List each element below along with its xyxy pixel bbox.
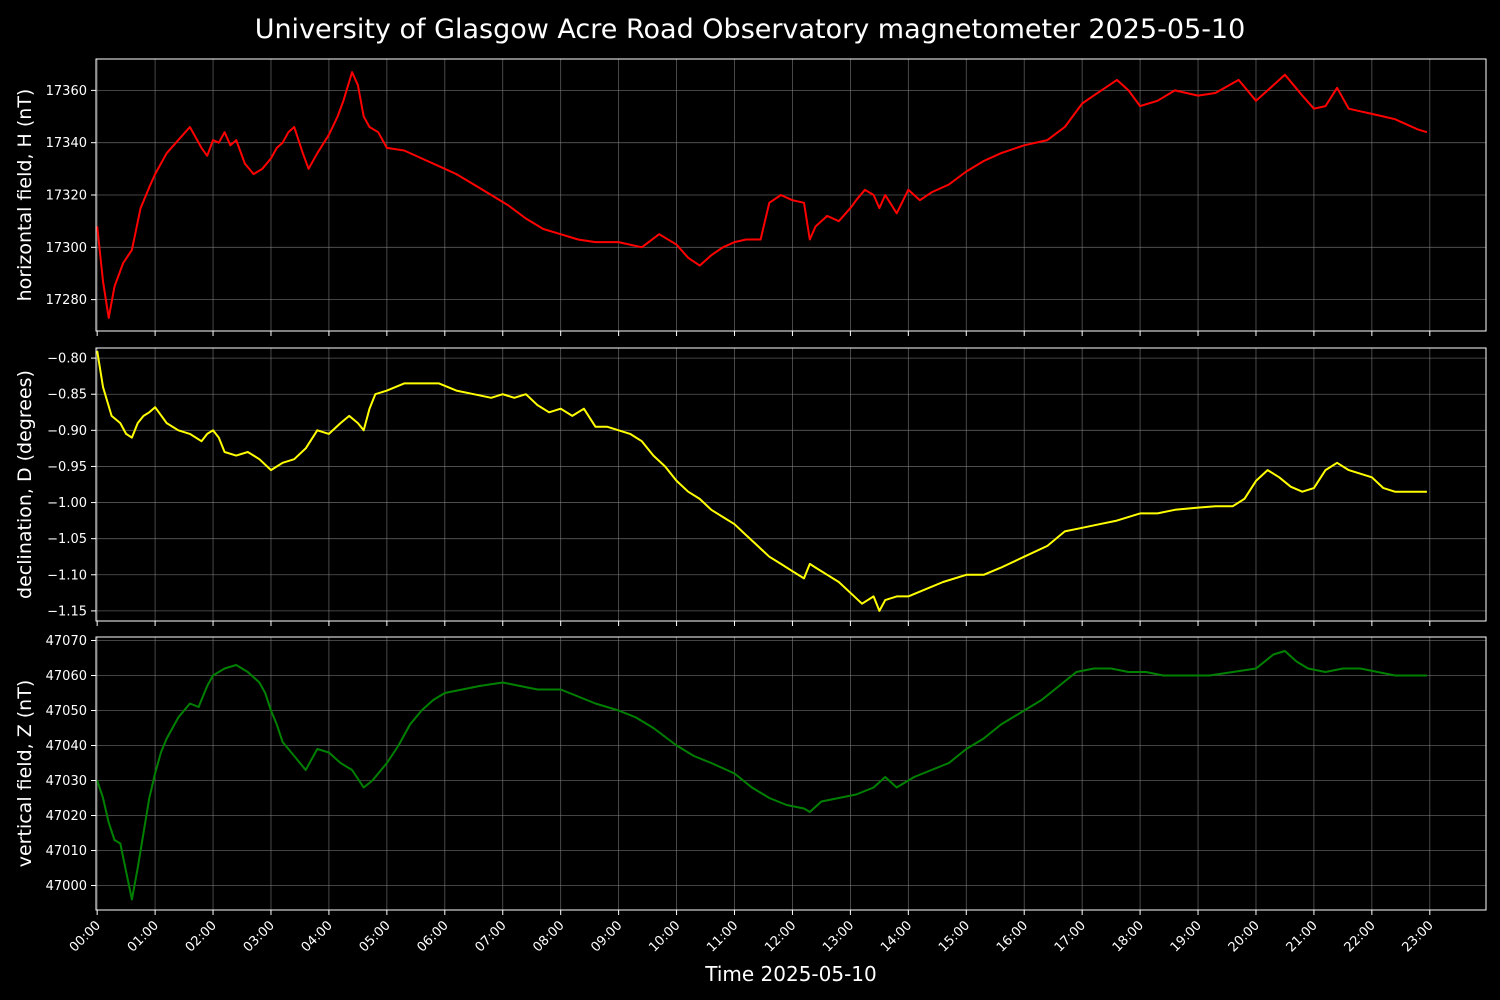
z-series-line: [96, 650, 1427, 901]
z-tick-label-y: 47050: [46, 704, 87, 719]
d-tick-label-y: −1.10: [47, 568, 87, 583]
chart-title: University of Glasgow Acre Road Observat…: [254, 14, 1246, 45]
tick-label-x: 12:00: [762, 918, 799, 955]
z-tick-label-y: 47030: [46, 774, 87, 789]
d-tick-label-y: −1.05: [47, 532, 87, 547]
tick-label-x: 15:00: [936, 918, 973, 955]
d-series-line: [96, 350, 1427, 612]
h-tick-label-y: 17320: [46, 189, 87, 204]
tick-label-x: 04:00: [299, 918, 336, 955]
tick-label-x: 23:00: [1400, 918, 1437, 955]
tick-label-x: 13:00: [820, 918, 857, 955]
tick-label-x: 20:00: [1226, 918, 1263, 955]
tick-label-x: 19:00: [1168, 918, 1205, 955]
z-tick-label-y: 47000: [46, 879, 87, 894]
h-axis-label-y: horizontal field, H (nT): [14, 89, 36, 302]
d-tick-label-y: −0.85: [47, 388, 87, 403]
tick-label-x: 22:00: [1342, 918, 1379, 955]
tick-label-x: 05:00: [357, 918, 394, 955]
d-tick-label-y: −1.15: [47, 604, 87, 619]
d-panel-frame: [95, 347, 1487, 622]
h-series-line: [96, 71, 1428, 319]
tick-label-x: 10:00: [646, 918, 683, 955]
tick-label-x: 06:00: [415, 918, 452, 955]
tick-label-x: 16:00: [994, 918, 1031, 955]
h-tick-label-y: 17280: [46, 293, 87, 308]
tick-label-x: 11:00: [704, 918, 741, 955]
d-axis-label-y: declination, D (degrees): [14, 370, 36, 599]
z-axis-label-y: vertical field, Z (nT): [14, 680, 36, 868]
d-tick-label-y: −1.00: [47, 496, 87, 511]
d-panel-background: [96, 348, 1486, 621]
h-tick-label-y: 17340: [46, 136, 87, 151]
tick-label-x: 18:00: [1110, 918, 1147, 955]
z-tick-label-y: 47020: [46, 809, 87, 824]
tick-label-x: 08:00: [530, 918, 567, 955]
h-tick-label-y: 17300: [46, 241, 87, 256]
tick-label-x: 01:00: [125, 918, 162, 955]
tick-label-x: 03:00: [241, 918, 278, 955]
axis-label-x: Time 2025-05-10: [704, 962, 877, 986]
z-tick-label-y: 47040: [46, 739, 87, 754]
tick-label-x: 02:00: [183, 918, 220, 955]
d-tick-label-y: −0.95: [47, 460, 87, 475]
tick-label-x: 17:00: [1052, 918, 1089, 955]
z-panel-frame: [95, 636, 1487, 911]
h-tick-label-y: 17360: [46, 84, 87, 99]
d-tick-label-y: −0.90: [47, 424, 87, 439]
z-tick-label-y: 47010: [46, 844, 87, 859]
h-panel-frame: [95, 58, 1487, 332]
tick-label-x: 00:00: [67, 918, 104, 955]
tick-label-x: 07:00: [472, 918, 509, 955]
tick-label-x: 09:00: [588, 918, 625, 955]
tick-label-x: 21:00: [1284, 918, 1321, 955]
d-tick-label-y: −0.80: [47, 352, 87, 367]
z-tick-label-y: 47060: [46, 669, 87, 684]
z-tick-label-y: 47070: [46, 634, 87, 649]
tick-label-x: 14:00: [878, 918, 915, 955]
z-panel-background: [96, 637, 1486, 910]
